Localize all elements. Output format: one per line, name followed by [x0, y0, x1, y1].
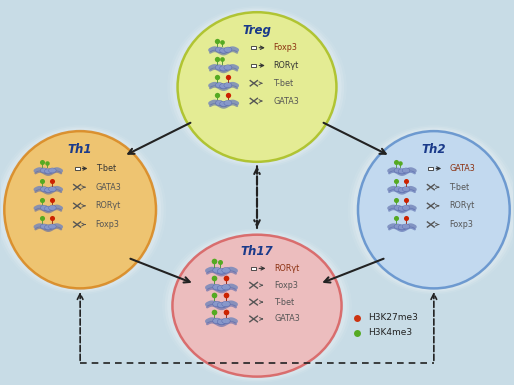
Ellipse shape	[224, 47, 232, 52]
Text: GATA3: GATA3	[274, 315, 300, 323]
Ellipse shape	[170, 8, 344, 166]
Ellipse shape	[222, 285, 230, 290]
Ellipse shape	[217, 285, 226, 291]
Ellipse shape	[398, 187, 406, 192]
Ellipse shape	[351, 127, 514, 293]
Ellipse shape	[41, 224, 48, 229]
Ellipse shape	[217, 268, 226, 274]
FancyBboxPatch shape	[75, 167, 80, 170]
Ellipse shape	[219, 48, 228, 53]
Ellipse shape	[217, 319, 226, 325]
Text: GATA3: GATA3	[449, 164, 475, 173]
Ellipse shape	[222, 318, 230, 324]
Text: T-bet: T-bet	[96, 164, 116, 173]
Ellipse shape	[402, 187, 410, 192]
Text: RORγt: RORγt	[449, 201, 474, 210]
Ellipse shape	[213, 318, 221, 324]
Text: T-bet: T-bet	[449, 182, 470, 192]
Ellipse shape	[167, 6, 347, 168]
Ellipse shape	[0, 125, 166, 295]
Ellipse shape	[394, 205, 402, 210]
Ellipse shape	[222, 268, 230, 273]
Text: Foxp3: Foxp3	[96, 220, 120, 229]
Ellipse shape	[49, 168, 56, 173]
Text: H3K4me3: H3K4me3	[368, 328, 412, 337]
Text: Th1: Th1	[68, 144, 93, 156]
Ellipse shape	[217, 302, 226, 308]
Text: Foxp3: Foxp3	[274, 281, 298, 290]
Ellipse shape	[402, 205, 410, 210]
Ellipse shape	[215, 100, 223, 105]
Ellipse shape	[213, 301, 221, 307]
Ellipse shape	[394, 187, 402, 192]
Ellipse shape	[162, 229, 352, 383]
Ellipse shape	[394, 224, 402, 229]
Text: T-bet: T-bet	[273, 79, 293, 88]
Ellipse shape	[49, 187, 56, 192]
Ellipse shape	[402, 168, 410, 173]
Ellipse shape	[45, 225, 52, 230]
Ellipse shape	[224, 83, 232, 88]
Ellipse shape	[45, 206, 52, 211]
Ellipse shape	[49, 224, 56, 229]
Ellipse shape	[398, 206, 406, 211]
Text: GATA3: GATA3	[273, 97, 299, 105]
Ellipse shape	[177, 12, 337, 162]
Text: RORγt: RORγt	[274, 264, 300, 273]
Text: T-bet: T-bet	[274, 298, 295, 306]
Ellipse shape	[215, 83, 223, 88]
Ellipse shape	[398, 169, 406, 174]
Ellipse shape	[213, 268, 221, 273]
Ellipse shape	[348, 125, 514, 295]
Ellipse shape	[4, 131, 156, 288]
Ellipse shape	[402, 224, 410, 229]
Ellipse shape	[215, 47, 223, 52]
Ellipse shape	[41, 168, 48, 173]
Ellipse shape	[222, 301, 230, 307]
Ellipse shape	[0, 127, 163, 293]
Ellipse shape	[219, 66, 228, 71]
FancyBboxPatch shape	[251, 64, 256, 67]
Ellipse shape	[219, 84, 228, 89]
Ellipse shape	[224, 100, 232, 105]
FancyBboxPatch shape	[251, 46, 256, 49]
FancyBboxPatch shape	[428, 167, 433, 170]
Ellipse shape	[224, 65, 232, 70]
Ellipse shape	[219, 101, 228, 106]
Text: GATA3: GATA3	[96, 182, 121, 192]
Text: Th2: Th2	[421, 144, 446, 156]
Text: Foxp3: Foxp3	[449, 220, 473, 229]
Ellipse shape	[353, 128, 514, 291]
Ellipse shape	[167, 232, 347, 380]
Ellipse shape	[394, 168, 402, 173]
Text: Treg: Treg	[243, 23, 271, 37]
Ellipse shape	[215, 65, 223, 70]
Ellipse shape	[45, 169, 52, 174]
Ellipse shape	[164, 230, 350, 381]
Ellipse shape	[358, 131, 510, 288]
Ellipse shape	[0, 128, 161, 291]
Ellipse shape	[172, 9, 342, 165]
Ellipse shape	[45, 187, 52, 192]
Text: RORγt: RORγt	[96, 201, 121, 210]
Text: Foxp3: Foxp3	[273, 43, 297, 52]
Text: H3K27me3: H3K27me3	[368, 313, 418, 323]
FancyBboxPatch shape	[251, 267, 256, 270]
Ellipse shape	[398, 225, 406, 230]
Ellipse shape	[172, 235, 342, 377]
Ellipse shape	[41, 187, 48, 192]
Ellipse shape	[213, 285, 221, 290]
Text: Th17: Th17	[241, 245, 273, 258]
Ellipse shape	[41, 205, 48, 210]
Ellipse shape	[49, 205, 56, 210]
Text: RORγt: RORγt	[273, 61, 299, 70]
